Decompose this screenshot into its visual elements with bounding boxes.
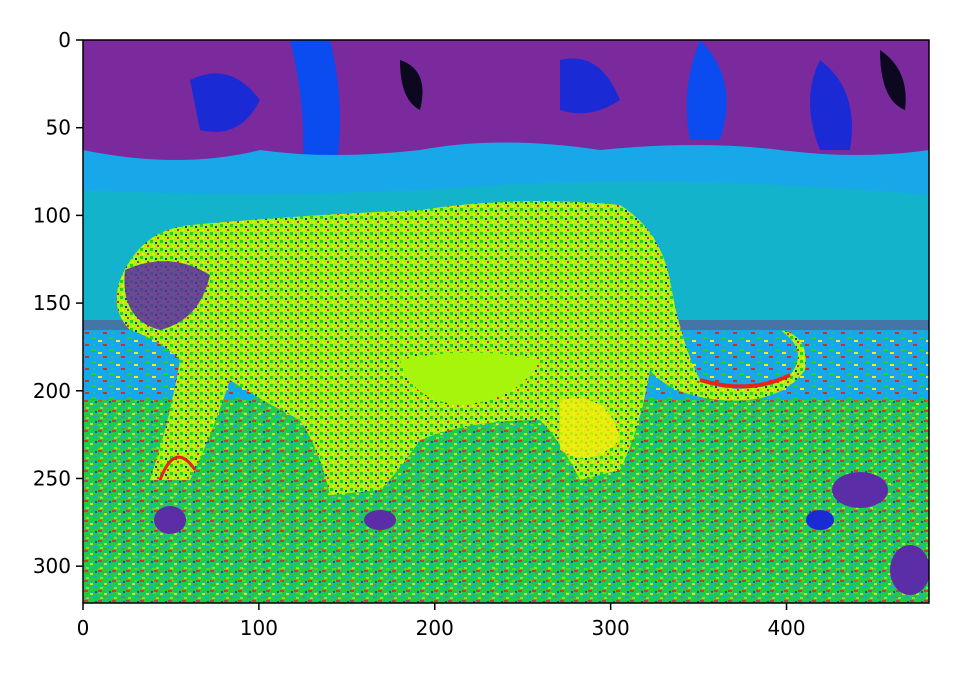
x-tick-label: 300 — [592, 616, 630, 640]
x-axis: 0 100 200 300 400 — [77, 603, 806, 640]
y-tick-label: 200 — [33, 379, 71, 403]
y-tick-label: 50 — [46, 116, 71, 140]
x-tick-label: 400 — [767, 616, 805, 640]
y-tick-label: 300 — [33, 554, 71, 578]
x-tick-label: 0 — [77, 616, 90, 640]
y-tick-label: 150 — [33, 291, 71, 315]
y-tick-label: 0 — [58, 28, 71, 52]
false-color-image — [83, 40, 929, 603]
x-tick-label: 100 — [240, 616, 278, 640]
x-tick-label: 200 — [416, 616, 454, 640]
y-tick-label: 100 — [33, 203, 71, 227]
y-axis: 0 50 100 150 200 250 300 — [33, 28, 83, 578]
axes-frame — [82, 39, 930, 604]
y-tick-label: 250 — [33, 466, 71, 490]
